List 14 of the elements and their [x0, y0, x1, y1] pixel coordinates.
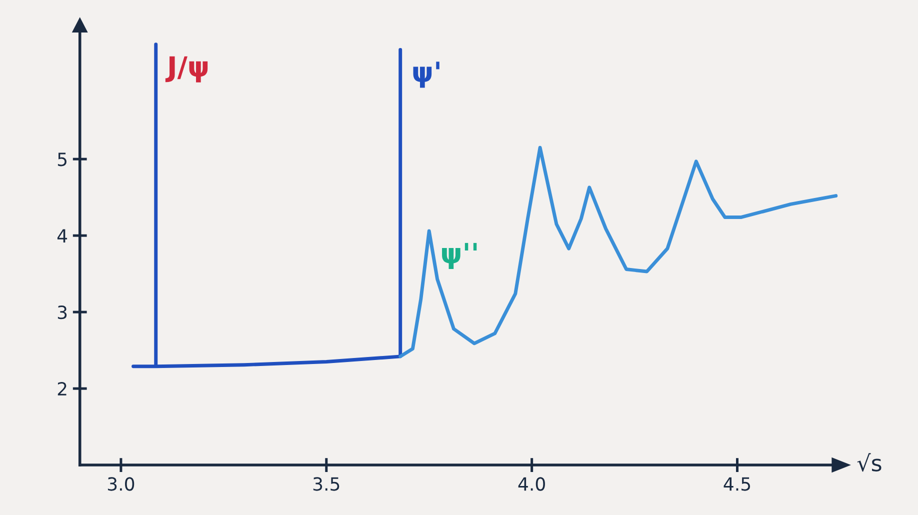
- line-series: [132, 42, 402, 368]
- y-tick-label: 2: [58, 382, 66, 396]
- x-tick-label: 3.5: [313, 477, 340, 491]
- y-tick-label: 5: [58, 152, 66, 166]
- x-axis-title: √s: [857, 453, 882, 472]
- y-tick-label: 4: [57, 229, 68, 242]
- x-tick-label: 4.0: [518, 477, 545, 491]
- x-tick-label: 3.0: [108, 477, 134, 491]
- x-tick-label: 4.5: [724, 477, 750, 491]
- y-tick-label: 3: [58, 306, 67, 320]
- annotation: ψ'': [442, 242, 477, 269]
- line-series: [398, 146, 838, 358]
- annotation: J/ψ: [165, 56, 208, 82]
- annotation: ψ': [413, 62, 440, 88]
